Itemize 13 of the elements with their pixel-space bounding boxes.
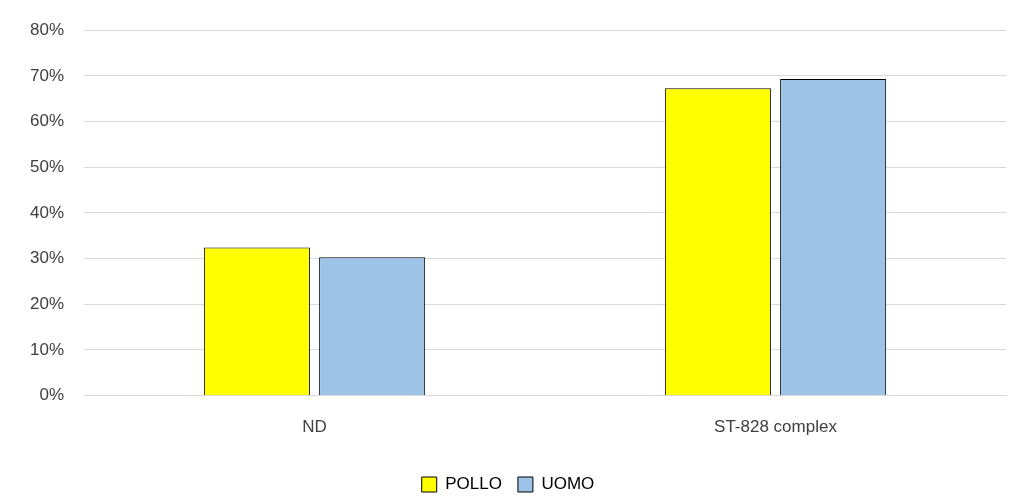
y-tick-label: 50% [29, 156, 65, 176]
y-tick-label: 70% [29, 65, 65, 85]
legend-label: POLLO [445, 474, 502, 494]
y-tick-label: 30% [29, 248, 65, 268]
y-tick-label: 0% [39, 385, 65, 405]
x-tick-label: ND [302, 417, 327, 437]
y-tick-label: 80% [29, 19, 65, 39]
y-tick-label: 10% [29, 339, 65, 359]
legend-label: UOMO [541, 474, 595, 494]
y-tick-label: 40% [29, 202, 65, 222]
x-tick-label: ST-828 complex [714, 417, 838, 437]
y-tick-label: 20% [29, 293, 65, 313]
y-tick-label: 60% [29, 111, 65, 131]
